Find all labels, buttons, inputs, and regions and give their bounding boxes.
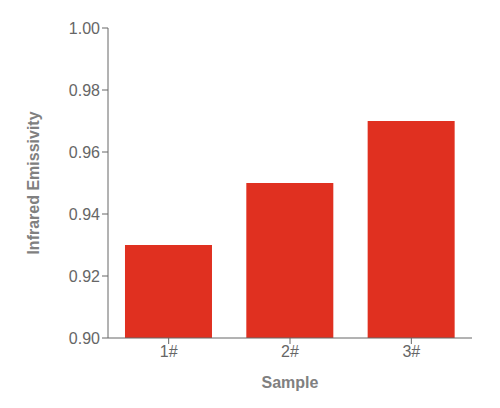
svg-text:3#: 3#: [402, 343, 420, 360]
svg-text:0.92: 0.92: [69, 268, 100, 285]
svg-text:2#: 2#: [281, 343, 299, 360]
svg-text:0.96: 0.96: [69, 144, 100, 161]
svg-text:0.98: 0.98: [69, 82, 100, 99]
svg-text:0.90: 0.90: [69, 330, 100, 347]
svg-text:1.00: 1.00: [69, 20, 100, 37]
svg-text:Sample: Sample: [262, 374, 319, 391]
svg-text:1#: 1#: [160, 343, 178, 360]
svg-text:0.94: 0.94: [69, 206, 100, 223]
svg-text:Infrared Emissivity: Infrared Emissivity: [25, 111, 42, 254]
